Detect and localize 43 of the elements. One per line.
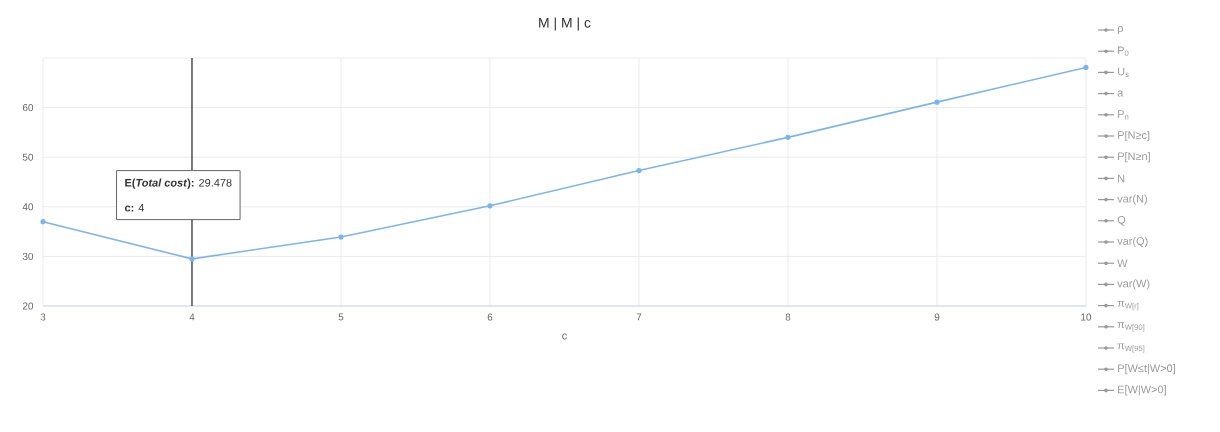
y-tick-label: 50: [22, 153, 34, 161]
legend-label: π$_{W[r]}$: [1117, 301, 1139, 311]
legend-label: P[W≤t|W>0]: [1118, 364, 1175, 375]
point: [338, 234, 344, 240]
x-tick-label: 3: [40, 313, 46, 321]
legend-label: ρ: [1117, 25, 1123, 35]
chart-title: M | M | c: [539, 17, 591, 31]
legend-label: var(Q): [1117, 236, 1148, 248]
x-tick-label: 6: [487, 313, 493, 321]
x-tick-label: 8: [785, 313, 791, 321]
x-tick-label: 10: [1081, 313, 1092, 321]
point: [785, 134, 791, 140]
legend-label: N: [1118, 174, 1125, 183]
legend-label: var(W): [1117, 279, 1150, 290]
y-tick-label: 30: [22, 252, 34, 260]
point: [487, 203, 493, 209]
x-tick-label: 9: [934, 313, 940, 321]
point: [40, 219, 46, 225]
x-tick-label: 4: [189, 313, 195, 321]
point: [934, 99, 940, 105]
legend-label: P$_{n}$: [1118, 110, 1129, 120]
point: [636, 167, 642, 174]
y-tick-label: 20: [22, 302, 34, 310]
legend-label: π$_{W[90]}$: [1117, 322, 1145, 332]
text: E(Total cost): 29.478: [125, 178, 232, 189]
legend-label: a: [1117, 90, 1124, 97]
legend-label: var(N): [1117, 194, 1147, 205]
legend-label: Q: [1117, 215, 1126, 226]
legend-label: π$_{W[95]}$: [1117, 343, 1145, 353]
legend-label: E[W|W>0]: [1118, 385, 1166, 396]
legend-label: P$_{0}$: [1118, 46, 1129, 56]
x-tick-label: 7: [636, 313, 642, 321]
y-tick-label: 40: [22, 203, 34, 211]
y-tick-label: 60: [22, 104, 34, 112]
x-axis-title: c: [562, 333, 567, 340]
annotation: c: 4: [124, 203, 145, 212]
legend-label: W: [1117, 259, 1128, 267]
x-tick-label: 5: [338, 313, 344, 321]
point: [1083, 64, 1089, 71]
point: [189, 256, 195, 262]
legend-label: P[N≥n]: [1118, 152, 1150, 163]
legend-label: P[N≥c]: [1118, 130, 1150, 142]
legend-label: U$_{s}$: [1118, 67, 1129, 78]
